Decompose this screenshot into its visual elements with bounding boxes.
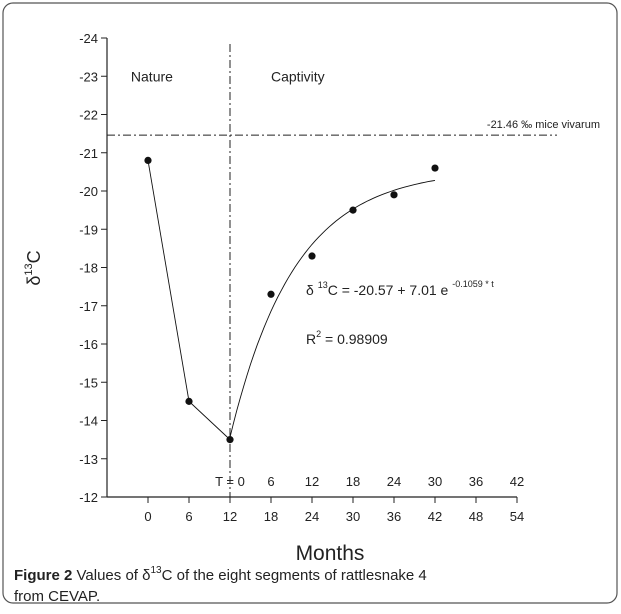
eq-sup: 13 [318, 280, 328, 290]
y-tick-label: -14 [79, 414, 98, 429]
point [144, 156, 152, 164]
x2-tick-label: 42 [510, 474, 524, 489]
caption-text: Values of δ [72, 567, 150, 584]
point [185, 397, 193, 405]
x-tick-label: 0 [144, 509, 151, 524]
reference-label: -21.46 ‰ mice vivarum [487, 119, 600, 131]
x2-tick-label: 12 [305, 474, 319, 489]
y-tick-label: -17 [79, 299, 98, 314]
x-axis-label: Months [296, 542, 365, 565]
y-tick-label: -23 [79, 69, 98, 84]
point [267, 290, 275, 298]
r2-base: R [306, 331, 316, 347]
y-label-rest: C [24, 250, 44, 263]
point [349, 206, 357, 214]
caption-sup: 13 [150, 565, 162, 576]
caption-text: C of the eight segments of rattlesnake 4 [162, 567, 427, 584]
x-tick-label: 36 [387, 509, 401, 524]
region-label: Captivity [271, 68, 325, 84]
x-tick-label: 42 [428, 509, 442, 524]
y-tick-label: -20 [79, 184, 98, 199]
y-tick-label: -19 [79, 222, 98, 237]
y-tick-label: -21 [79, 146, 98, 161]
fit-curve [229, 179, 436, 438]
x2-tick-label: 6 [267, 474, 274, 489]
x-tick-label: 54 [510, 509, 524, 524]
eq-base: δ [306, 282, 318, 298]
y-tick-label: -24 [79, 31, 98, 46]
region-label: Nature [131, 68, 173, 84]
y-tick-label: -16 [79, 337, 98, 352]
y-tick-label: -15 [79, 375, 98, 390]
x-tick-label: 12 [223, 509, 237, 524]
x2-tick-label: 24 [387, 474, 401, 489]
eq-mid: C = -20.57 + 7.01 e [328, 282, 453, 298]
y-tick-label: -13 [79, 452, 98, 467]
y-label-base: δ [24, 276, 44, 286]
point [390, 191, 398, 199]
r-squared: R2 = 0.98909 [306, 329, 388, 347]
r2-rest: = 0.98909 [321, 331, 388, 347]
x2-tick-label: 36 [469, 474, 483, 489]
x2-tick-label: 30 [428, 474, 442, 489]
y-tick-label: -12 [79, 490, 98, 505]
x-tick-label: 30 [346, 509, 360, 524]
caption: Figure 2 Values of δ13C of the eight seg… [14, 565, 427, 605]
x-tick-label: 24 [305, 509, 319, 524]
y-axis-label: δ13C [23, 250, 44, 285]
r2-sup: 2 [316, 329, 321, 339]
caption-label: Figure 2 [14, 567, 72, 584]
point [308, 252, 316, 260]
y-tick-label: -18 [79, 261, 98, 276]
figure-frame [2, 2, 618, 604]
equation: δ 13C = -20.57 + 7.01 e -0.1059 * t [306, 279, 494, 298]
caption-text: from CEVAP. [14, 588, 100, 605]
y-label-sup: 13 [23, 263, 35, 275]
point [431, 164, 439, 172]
y-tick-label: -22 [79, 108, 98, 123]
x-tick-label: 18 [264, 509, 278, 524]
x-tick-label: 48 [469, 509, 483, 524]
x-tick-label: 6 [185, 509, 192, 524]
eq-exp: -0.1059 * t [452, 279, 494, 289]
x2-tick-label: 18 [346, 474, 360, 489]
point [226, 436, 234, 444]
